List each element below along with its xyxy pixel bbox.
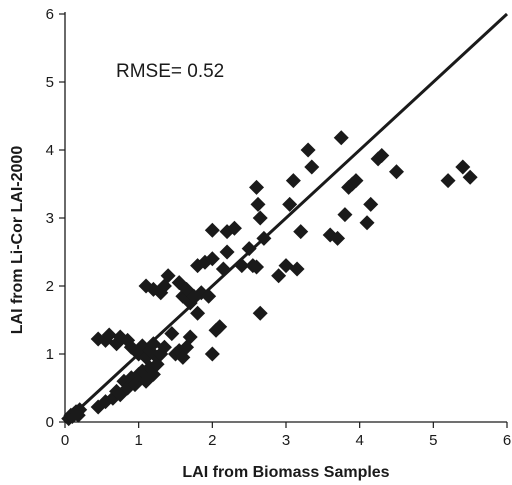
y-tick-label: 2 [46,278,54,295]
data-point-diamond [226,220,242,236]
data-point-diamond [293,224,309,240]
data-point-diamond [241,241,257,257]
y-tick-label: 3 [46,210,54,227]
data-point-diamond [282,196,298,212]
x-tick-label: 1 [134,432,142,449]
rmse-annotation: RMSE= 0.52 [116,61,224,82]
data-point-diamond [190,305,206,321]
y-tick-label: 4 [46,142,54,159]
data-point-diamond [215,261,231,277]
data-point-diamond [145,336,161,352]
y-tick-label: 0 [46,414,54,431]
data-point-diamond [101,327,117,343]
y-tick-label: 1 [46,346,54,363]
data-point-diamond [249,179,265,195]
data-point-diamond [359,215,375,231]
data-point-diamond [204,222,220,238]
y-axis-title: LAI from Li-Cor LAI-2000 [9,146,26,335]
data-point-diamond [363,196,379,212]
data-point-diamond [440,173,456,189]
data-point-diamond [455,159,471,175]
data-point-diamond [462,169,478,185]
data-point-diamond [160,268,176,284]
data-point-diamond [330,230,346,246]
x-tick-label: 0 [61,432,69,449]
x-tick-label: 3 [282,432,290,449]
y-tick-label: 6 [46,6,54,23]
data-point-diamond [337,207,353,223]
data-point-diamond [212,319,228,335]
data-point-diamond [256,230,272,246]
data-point-diamond [300,142,316,158]
data-point-diamond [234,258,250,274]
x-tick-label: 6 [503,432,511,449]
data-point-diamond [252,305,268,321]
x-tick-label: 4 [355,432,363,449]
data-point-diamond [204,346,220,362]
data-point-diamond [278,258,294,274]
data-point-diamond [348,173,364,189]
x-axis-title: LAI from Biomass Samples [182,464,389,481]
data-point-diamond [164,326,180,342]
data-point-diamond [250,196,266,212]
data-point-diamond [285,173,301,189]
data-point-diamond [182,329,198,345]
data-point-diamond [219,244,235,260]
data-point-diamond [252,210,268,226]
data-point-diamond [204,251,220,267]
data-point-diamond [271,268,287,284]
data-point-diamond [389,164,404,180]
data-point-diamond [374,147,390,163]
x-tick-label: 5 [429,432,437,449]
data-point-diamond [72,402,88,418]
data-point-diamond [289,261,305,277]
data-point-diamond [304,159,320,175]
data-point-diamond [156,339,172,355]
y-tick-label: 5 [46,74,54,91]
data-point-diamond [201,288,217,304]
data-point-diamond [249,259,265,275]
plot-area: 0 1 2 3 4 5 6 0 1 2 3 4 5 6 [46,6,512,449]
x-tick-label: 2 [208,432,216,449]
data-point-diamond [333,130,349,146]
